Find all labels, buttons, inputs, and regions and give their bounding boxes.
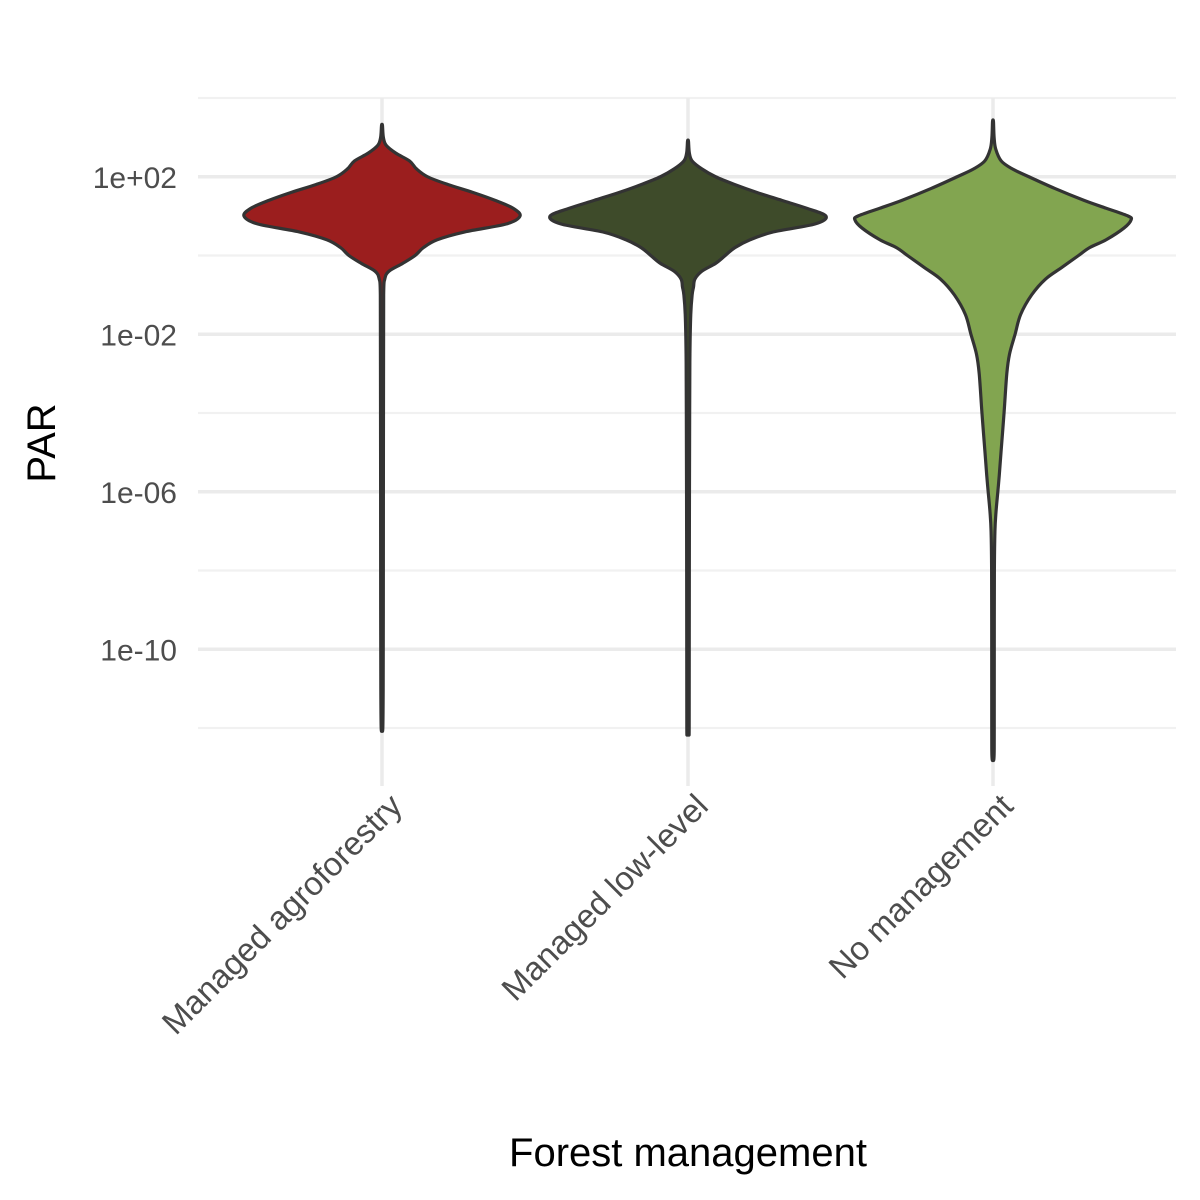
y-axis-title: PAR bbox=[20, 403, 64, 482]
y-tick-label: 1e-10 bbox=[100, 634, 177, 667]
y-tick-label: 1e-02 bbox=[100, 319, 177, 352]
violin-managed-low-level bbox=[548, 138, 828, 737]
y-tick-label: 1e+02 bbox=[93, 162, 177, 195]
x-axis-title: Forest management bbox=[509, 1131, 867, 1175]
violin-no-management bbox=[852, 118, 1134, 763]
y-axis-ticks: 1e+02 1e-02 1e-06 1e-10 bbox=[93, 162, 177, 668]
y-tick-label: 1e-06 bbox=[100, 477, 177, 510]
violin-managed-agroforestry bbox=[242, 122, 522, 733]
violins bbox=[242, 118, 1134, 763]
